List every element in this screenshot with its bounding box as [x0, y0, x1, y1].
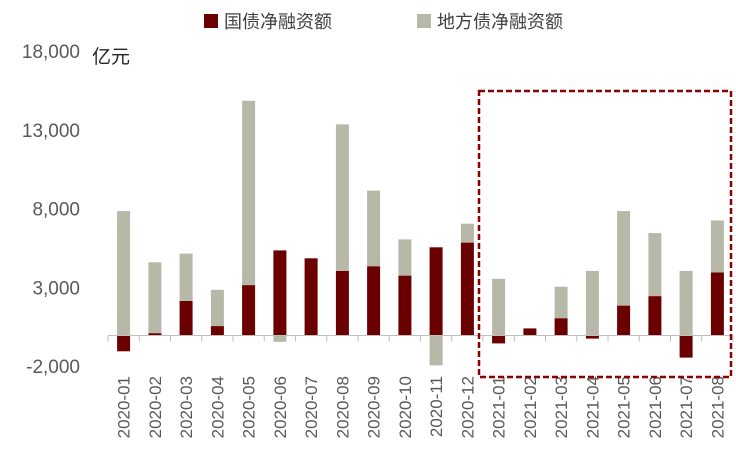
x-tick-label-2021-02: 2021-02 — [521, 376, 540, 438]
bar-local-2020-04 — [210, 289, 224, 326]
bar-national-2021-06 — [648, 296, 662, 336]
bar-national-2021-08 — [710, 272, 724, 336]
bar-national-2021-07 — [679, 335, 693, 358]
x-tick-label-2020-10: 2020-10 — [396, 376, 415, 438]
bar-local-2020-12 — [460, 223, 474, 243]
bar-national-2020-05 — [242, 285, 256, 336]
bar-local-2020-02 — [148, 262, 162, 334]
bar-local-2020-10 — [398, 239, 412, 276]
x-tick-label-2020-11: 2020-11 — [427, 376, 446, 437]
x-tick-label-2020-09: 2020-09 — [365, 376, 384, 438]
x-tick-label-2021-04: 2021-04 — [583, 376, 602, 438]
y-tick-label: 8,000 — [32, 200, 80, 221]
bar-local-2020-09 — [367, 190, 381, 267]
bar-national-2020-03 — [179, 300, 193, 336]
bar-national-2020-04 — [210, 326, 224, 336]
bar-national-2020-01 — [117, 335, 131, 352]
bar-local-2020-05 — [242, 100, 256, 286]
bar-local-2020-03 — [179, 253, 193, 301]
bar-national-2020-08 — [335, 270, 349, 336]
bar-local-2021-07 — [679, 270, 693, 336]
x-tick-label-2020-04: 2020-04 — [208, 376, 227, 438]
bar-national-2020-11 — [429, 247, 443, 336]
y-axis-ticks: -2,000 3,000 8,000 13,000 18,000 — [22, 42, 80, 378]
x-tick-label-2021-07: 2021-07 — [677, 376, 696, 438]
bar-national-2020-02 — [148, 333, 162, 336]
bar-national-2020-09 — [367, 266, 381, 336]
bar-local-2020-01 — [117, 211, 131, 336]
x-tick-label-2020-01: 2020-01 — [115, 376, 134, 438]
x-tick-label-2020-06: 2020-06 — [271, 376, 290, 438]
y-tick-label: 18,000 — [22, 42, 80, 63]
bar-local-2021-03 — [554, 286, 568, 319]
x-tick-label-2020-03: 2020-03 — [177, 376, 196, 438]
x-tick-label-2020-08: 2020-08 — [333, 376, 352, 438]
x-tick-label-2021-03: 2021-03 — [552, 376, 571, 438]
bars — [117, 100, 724, 366]
x-axis-labels: 2020-01 2020-02 2020-03 2020-04 2020-05 2020-… — [107, 335, 734, 438]
bar-local-2021-05 — [617, 211, 631, 306]
x-tick-label-2020-12: 2020-12 — [458, 376, 477, 438]
bar-local-2021-01 — [492, 278, 506, 336]
x-tick-label-2021-01: 2021-01 — [490, 376, 509, 438]
bar-local-2020-06 — [273, 335, 287, 342]
x-tick-label-2021-08: 2021-08 — [708, 376, 727, 438]
legend-label-local-bond: 地方债净融资额 — [437, 12, 563, 33]
bar-national-2020-12 — [460, 242, 474, 336]
bar-national-2020-06 — [273, 250, 287, 336]
y-axis-unit: 亿元 — [92, 46, 130, 68]
bar-national-2021-01 — [492, 335, 506, 344]
x-tick-label-2021-06: 2021-06 — [646, 376, 665, 438]
bar-national-2020-07 — [304, 258, 318, 336]
legend-swatch-national-bond — [204, 14, 218, 28]
x-tick-label-2021-05: 2021-05 — [615, 376, 634, 438]
y-tick-label: 13,000 — [22, 121, 80, 142]
bar-local-2021-04 — [585, 270, 599, 336]
x-tick-label-2020-07: 2020-07 — [302, 376, 321, 438]
bar-national-2021-05 — [617, 305, 631, 336]
x-tick-label-2020-02: 2020-02 — [146, 376, 165, 438]
bar-local-2021-06 — [648, 233, 662, 297]
bar-local-2020-08 — [335, 124, 349, 271]
bar-national-2021-03 — [554, 318, 568, 336]
y-tick-label: 3,000 — [32, 278, 80, 299]
highlight-box — [477, 89, 733, 379]
legend: 国债净融资额 地方债净融资额 — [204, 12, 563, 33]
bar-local-2021-08 — [710, 220, 724, 273]
legend-label-national-bond: 国债净融资额 — [224, 12, 332, 33]
legend-swatch-local-bond — [417, 14, 431, 28]
bar-local-2020-11 — [429, 335, 443, 366]
bar-national-2021-04 — [585, 335, 599, 339]
bar-national-2020-10 — [398, 275, 412, 336]
x-tick-label-2020-05: 2020-05 — [240, 376, 259, 438]
y-tick-label: -2,000 — [26, 357, 80, 378]
bar-national-2021-02 — [523, 328, 537, 336]
